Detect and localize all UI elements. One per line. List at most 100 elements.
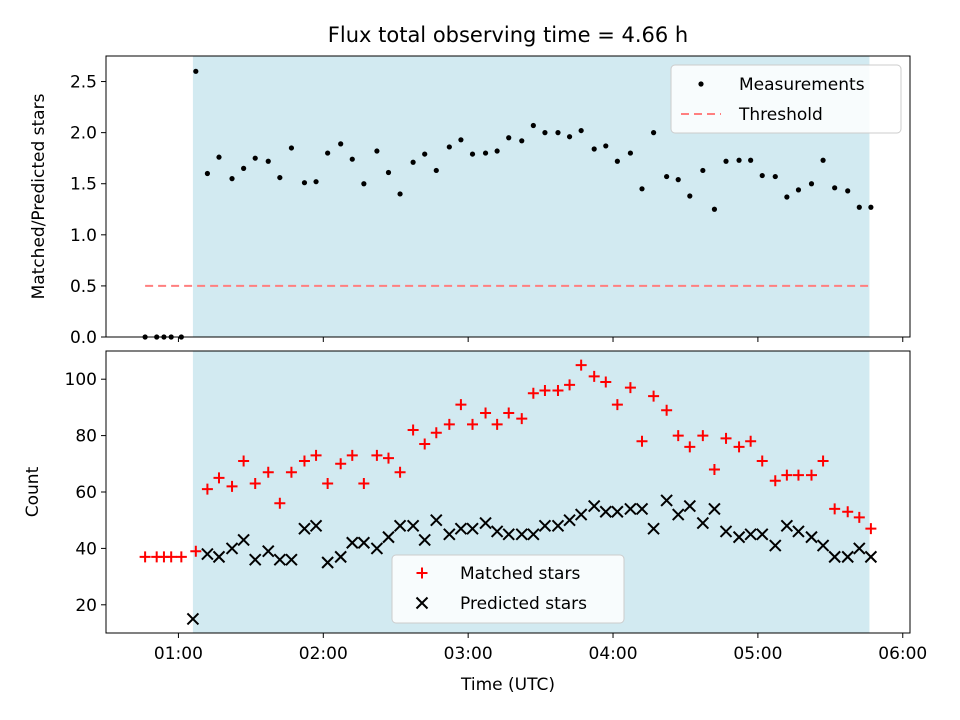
data-point <box>298 455 310 467</box>
data-point <box>277 174 283 181</box>
legend-label: Threshold <box>738 105 823 125</box>
data-point <box>516 413 528 425</box>
data-point <box>795 187 802 193</box>
data-point <box>627 150 634 156</box>
data-point <box>262 545 275 558</box>
data-point <box>186 612 200 626</box>
data-point <box>430 427 442 439</box>
legend-label: Matched stars <box>460 564 580 584</box>
data-point <box>856 204 862 210</box>
data-point <box>430 513 443 527</box>
data-point <box>515 528 528 541</box>
y-tick-label: 1.0 <box>70 226 97 246</box>
data-point <box>374 148 380 154</box>
data-point <box>591 146 597 152</box>
data-point <box>443 418 455 430</box>
data-point <box>349 156 355 162</box>
data-point <box>697 430 709 442</box>
data-point <box>817 455 829 467</box>
data-point <box>781 469 793 481</box>
data-point <box>394 466 406 478</box>
bottom-panel: 20 40 60 80 100 01:00 02:00 03:00 04:00 05:00 06:0… <box>23 350 927 695</box>
top-panel: 0.0 0.5 1.0 1.5 2.0 2.5 Matched/Predicted star… <box>29 23 911 348</box>
data-point <box>335 458 347 470</box>
data-point <box>820 157 826 163</box>
data-point <box>784 194 790 200</box>
data-point <box>614 158 620 164</box>
data-point <box>864 550 878 564</box>
data-point <box>587 499 601 513</box>
data-point <box>212 550 226 564</box>
data-point <box>842 506 854 518</box>
data-point <box>216 154 222 160</box>
data-point <box>759 172 765 179</box>
y-tick-label: 2.5 <box>70 73 97 93</box>
data-point <box>563 513 576 527</box>
data-point <box>265 158 271 164</box>
data-point <box>249 553 262 566</box>
data-point <box>736 157 742 163</box>
data-point <box>527 528 540 541</box>
data-point <box>382 530 395 544</box>
y-tick-label: 60 <box>75 483 97 503</box>
data-point <box>588 370 600 382</box>
y-tick-label: 40 <box>75 539 97 559</box>
data-point <box>687 193 693 199</box>
chart-title: Flux total observing time = 4.66 h <box>328 23 688 47</box>
legend-marker <box>415 596 429 610</box>
data-point <box>708 502 721 516</box>
data-point <box>672 508 685 521</box>
data-point <box>845 188 851 194</box>
data-point <box>385 169 392 176</box>
data-point <box>552 384 564 396</box>
data-point <box>780 519 794 533</box>
data-point <box>139 551 151 563</box>
legend-box <box>391 554 625 624</box>
data-point <box>406 519 420 533</box>
legend-marker <box>698 81 704 87</box>
data-point <box>309 519 323 533</box>
data-point <box>853 511 865 523</box>
data-point <box>829 503 841 515</box>
data-point <box>711 206 718 212</box>
data-point <box>733 441 745 453</box>
data-point <box>865 523 877 535</box>
data-point <box>358 478 370 490</box>
data-point <box>285 553 298 566</box>
data-point <box>418 533 431 547</box>
data-point <box>720 432 732 444</box>
data-point <box>624 382 636 394</box>
data-point <box>506 135 512 141</box>
series-matched-stars <box>139 359 877 563</box>
data-point <box>491 418 503 430</box>
data-point <box>446 144 452 150</box>
data-point <box>334 550 347 564</box>
data-point <box>467 418 479 430</box>
data-point <box>469 151 476 157</box>
y-tick-label: 2.0 <box>70 124 97 144</box>
series-measurements <box>142 68 874 340</box>
data-point <box>745 435 757 447</box>
data-point <box>407 424 419 436</box>
data-point <box>841 550 854 564</box>
data-point <box>672 430 684 442</box>
data-point <box>466 522 479 535</box>
data-point <box>639 186 645 192</box>
series-predicted-stars <box>186 494 878 626</box>
data-point <box>661 404 673 416</box>
data-point <box>723 158 729 164</box>
data-point <box>805 469 817 481</box>
data-point <box>338 141 344 147</box>
data-point <box>551 519 565 533</box>
data-point <box>684 441 696 453</box>
data-point <box>175 551 187 563</box>
data-point <box>410 159 416 165</box>
data-point <box>805 530 818 544</box>
data-point <box>190 545 202 557</box>
data-point <box>769 539 782 552</box>
data-point <box>792 469 804 481</box>
data-point <box>578 127 584 134</box>
data-point <box>325 150 331 156</box>
data-point <box>636 435 648 447</box>
data-point <box>201 483 213 495</box>
